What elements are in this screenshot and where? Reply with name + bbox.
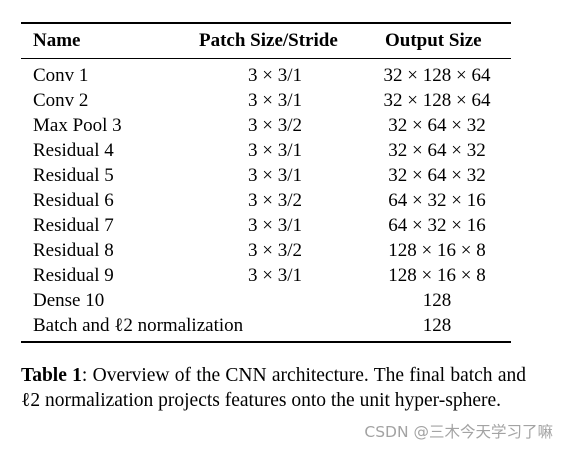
row-output-size: 32 × 128 × 64	[383, 90, 491, 111]
row-name: Max Pool 3	[33, 115, 122, 136]
row-patch-size-stride: 3 × 3/1	[248, 215, 302, 236]
row-output-size: 32 × 64 × 32	[388, 140, 486, 161]
table-body: Conv 1 3 × 3/1 32 × 128 × 64 Conv 2 3 × 3/1 3…	[0, 63, 567, 338]
row-output-size: 32 × 64 × 32	[388, 115, 486, 136]
row-name: Residual 4	[33, 140, 114, 161]
row-name: Residual 9	[33, 265, 114, 286]
table-row: Residual 8 3 × 3/2 128 × 16 × 8	[0, 238, 567, 263]
table-row: Conv 2 3 × 3/1 32 × 128 × 64	[0, 88, 567, 113]
row-patch-size-stride: 3 × 3/1	[248, 165, 302, 186]
row-patch-size-stride: 3 × 3/2	[248, 115, 302, 136]
table-row: Residual 7 3 × 3/1 64 × 32 × 16	[0, 213, 567, 238]
table-row: Conv 1 3 × 3/1 32 × 128 × 64	[0, 63, 567, 88]
watermark: CSDN @三木今天学习了嘛	[364, 423, 553, 441]
row-patch-size-stride: 3 × 3/1	[248, 90, 302, 111]
row-name: Conv 2	[33, 90, 89, 111]
row-patch-size-stride: 3 × 3/2	[248, 190, 302, 211]
caption-label: Table 1	[21, 365, 82, 386]
row-output-size: 32 × 128 × 64	[383, 65, 491, 86]
row-output-size: 64 × 32 × 16	[388, 190, 486, 211]
header-patch-size-stride: Patch Size/Stride	[199, 30, 338, 51]
row-output-size: 128 × 16 × 8	[388, 265, 486, 286]
table-row: Batch and ℓ2 normalization 128	[0, 313, 567, 338]
row-name: Conv 1	[33, 65, 89, 86]
table-row: Residual 5 3 × 3/1 32 × 64 × 32	[0, 163, 567, 188]
row-name: Residual 6	[33, 190, 114, 211]
caption-text: : Overview of the CNN architecture. The …	[21, 365, 526, 411]
table-row: Max Pool 3 3 × 3/2 32 × 64 × 32	[0, 113, 567, 138]
header-output-size: Output Size	[385, 30, 482, 51]
table-row: Residual 6 3 × 3/2 64 × 32 × 16	[0, 188, 567, 213]
row-name: Dense 10	[33, 290, 105, 311]
row-name: Residual 7	[33, 215, 114, 236]
row-output-size: 128	[422, 290, 452, 311]
row-patch-size-stride: 3 × 3/1	[248, 65, 302, 86]
table-row: Dense 10 128	[0, 288, 567, 313]
row-name: Residual 5	[33, 165, 114, 186]
header-name: Name	[33, 30, 81, 51]
header-rule	[21, 58, 511, 59]
row-output-size: 64 × 32 × 16	[388, 215, 486, 236]
table-row: Residual 4 3 × 3/1 32 × 64 × 32	[0, 138, 567, 163]
row-name: Residual 8	[33, 240, 114, 261]
table-caption: Table 1: Overview of the CNN architectur…	[21, 363, 526, 413]
row-output-size: 128	[422, 315, 452, 336]
row-name: Batch and ℓ2 normalization	[33, 315, 244, 336]
row-patch-size-stride: 3 × 3/2	[248, 240, 302, 261]
table-row: Residual 9 3 × 3/1 128 × 16 × 8	[0, 263, 567, 288]
row-output-size: 128 × 16 × 8	[388, 240, 486, 261]
row-patch-size-stride: 3 × 3/1	[248, 140, 302, 161]
bottom-rule	[21, 341, 511, 343]
row-patch-size-stride: 3 × 3/1	[248, 265, 302, 286]
top-rule	[21, 22, 511, 24]
row-output-size: 32 × 64 × 32	[388, 165, 486, 186]
